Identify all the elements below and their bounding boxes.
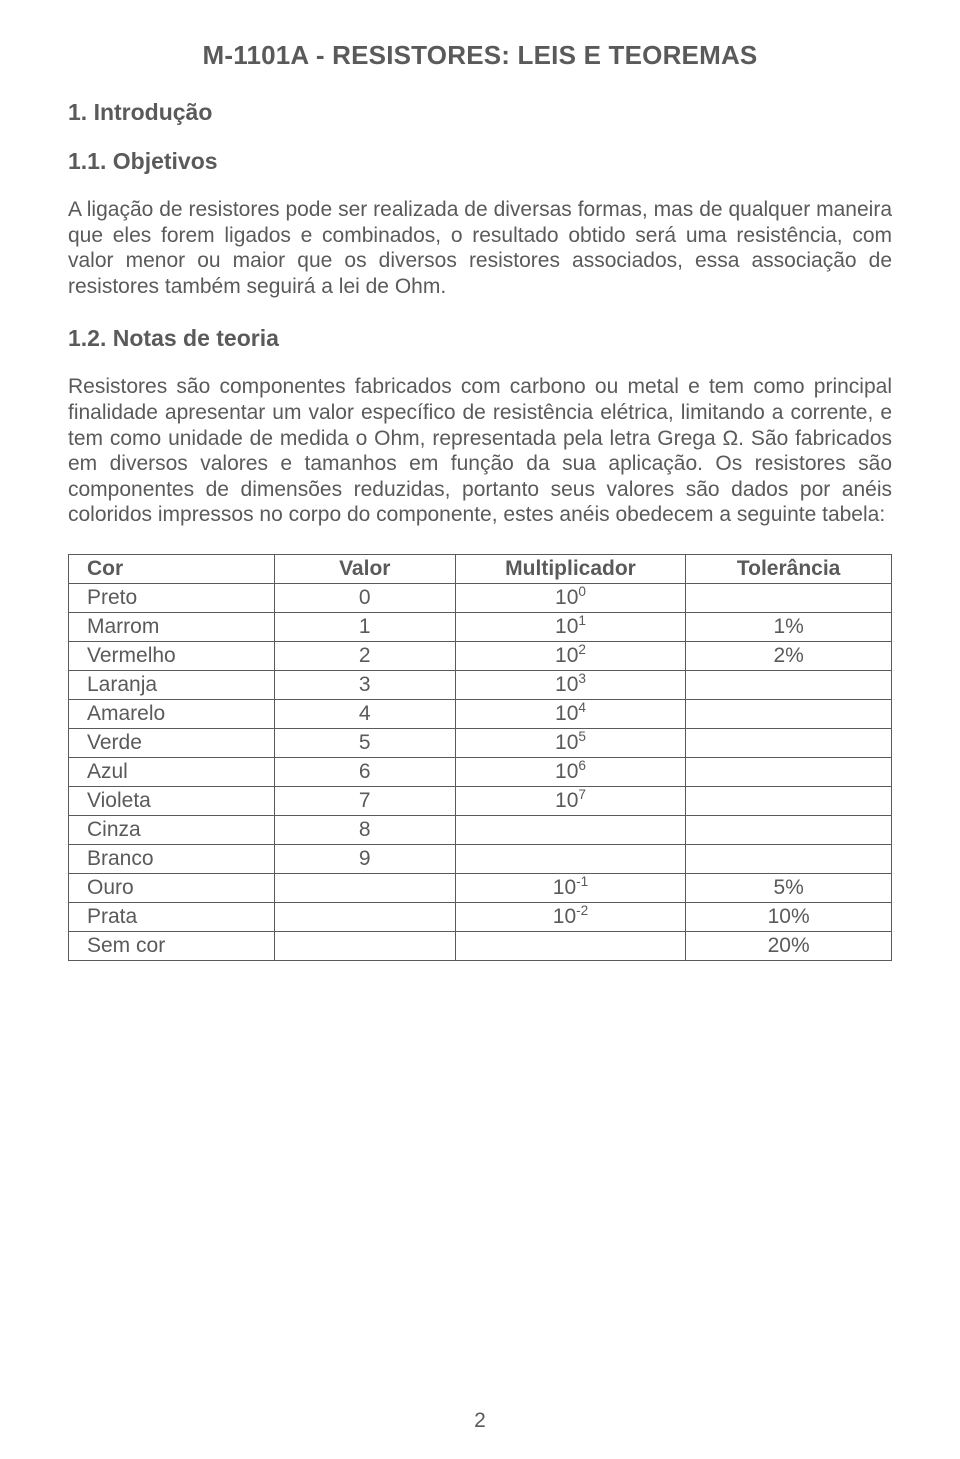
table-header-row: Cor Valor Multiplicador Tolerância bbox=[69, 555, 892, 584]
section-heading-intro: 1. Introdução bbox=[68, 99, 892, 126]
cell-valor: 0 bbox=[274, 584, 455, 613]
page-number: 2 bbox=[0, 1409, 960, 1433]
cell-valor bbox=[274, 932, 455, 961]
cell-cor: Prata bbox=[69, 903, 275, 932]
cell-multiplicador: 105 bbox=[455, 729, 685, 758]
cell-cor: Branco bbox=[69, 845, 275, 874]
table-row: Laranja3103 bbox=[69, 671, 892, 700]
cell-valor: 7 bbox=[274, 787, 455, 816]
subsection-heading-objetivos: 1.1. Objetivos bbox=[68, 148, 892, 175]
cell-tolerancia: 20% bbox=[686, 932, 892, 961]
table-row: Prata 10-210% bbox=[69, 903, 892, 932]
cell-tolerancia bbox=[686, 584, 892, 613]
cell-valor: 1 bbox=[274, 613, 455, 642]
cell-valor: 9 bbox=[274, 845, 455, 874]
table-row: Cinza8 bbox=[69, 816, 892, 845]
cell-cor: Laranja bbox=[69, 671, 275, 700]
cell-cor: Azul bbox=[69, 758, 275, 787]
cell-multiplicador: 103 bbox=[455, 671, 685, 700]
cell-tolerancia: 5% bbox=[686, 874, 892, 903]
resistor-color-table: Cor Valor Multiplicador Tolerância Preto… bbox=[68, 554, 892, 961]
table-header-valor: Valor bbox=[274, 555, 455, 584]
cell-tolerancia: 1% bbox=[686, 613, 892, 642]
cell-multiplicador: 10-2 bbox=[455, 903, 685, 932]
cell-cor: Marrom bbox=[69, 613, 275, 642]
table-row: Ouro 10-15% bbox=[69, 874, 892, 903]
cell-multiplicador: 102 bbox=[455, 642, 685, 671]
table-row: Branco9 bbox=[69, 845, 892, 874]
cell-valor: 4 bbox=[274, 700, 455, 729]
cell-tolerancia: 10% bbox=[686, 903, 892, 932]
table-row: Violeta7107 bbox=[69, 787, 892, 816]
cell-multiplicador: 106 bbox=[455, 758, 685, 787]
cell-cor: Vermelho bbox=[69, 642, 275, 671]
cell-tolerancia bbox=[686, 729, 892, 758]
table-header-multiplicador: Multiplicador bbox=[455, 555, 685, 584]
cell-cor: Sem cor bbox=[69, 932, 275, 961]
cell-valor: 8 bbox=[274, 816, 455, 845]
cell-valor: 6 bbox=[274, 758, 455, 787]
cell-multiplicador: 100 bbox=[455, 584, 685, 613]
table-header-cor: Cor bbox=[69, 555, 275, 584]
table-row: Azul6106 bbox=[69, 758, 892, 787]
cell-multiplicador bbox=[455, 932, 685, 961]
paragraph-objetivos: A ligação de resistores pode ser realiza… bbox=[68, 197, 892, 299]
cell-tolerancia bbox=[686, 758, 892, 787]
cell-tolerancia bbox=[686, 671, 892, 700]
table-row: Vermelho21022% bbox=[69, 642, 892, 671]
table-row: Sem cor 20% bbox=[69, 932, 892, 961]
table-row: Marrom11011% bbox=[69, 613, 892, 642]
cell-valor bbox=[274, 874, 455, 903]
paragraph-notas: Resistores são componentes fabricados co… bbox=[68, 374, 892, 528]
cell-cor: Amarelo bbox=[69, 700, 275, 729]
cell-valor: 3 bbox=[274, 671, 455, 700]
cell-tolerancia bbox=[686, 700, 892, 729]
table-header-tolerancia: Tolerância bbox=[686, 555, 892, 584]
subsection-heading-notas: 1.2. Notas de teoria bbox=[68, 325, 892, 352]
cell-multiplicador: 107 bbox=[455, 787, 685, 816]
document-title: M-1101A - RESISTORES: LEIS E TEOREMAS bbox=[68, 40, 892, 71]
cell-tolerancia bbox=[686, 787, 892, 816]
cell-cor: Ouro bbox=[69, 874, 275, 903]
cell-multiplicador bbox=[455, 845, 685, 874]
cell-valor: 5 bbox=[274, 729, 455, 758]
cell-cor: Violeta bbox=[69, 787, 275, 816]
cell-valor bbox=[274, 903, 455, 932]
cell-tolerancia bbox=[686, 816, 892, 845]
cell-valor: 2 bbox=[274, 642, 455, 671]
cell-cor: Verde bbox=[69, 729, 275, 758]
table-row: Amarelo4104 bbox=[69, 700, 892, 729]
table-row: Verde5105 bbox=[69, 729, 892, 758]
cell-multiplicador: 101 bbox=[455, 613, 685, 642]
cell-multiplicador: 104 bbox=[455, 700, 685, 729]
cell-tolerancia: 2% bbox=[686, 642, 892, 671]
table-row: Preto0100 bbox=[69, 584, 892, 613]
cell-tolerancia bbox=[686, 845, 892, 874]
cell-multiplicador bbox=[455, 816, 685, 845]
cell-multiplicador: 10-1 bbox=[455, 874, 685, 903]
cell-cor: Cinza bbox=[69, 816, 275, 845]
cell-cor: Preto bbox=[69, 584, 275, 613]
